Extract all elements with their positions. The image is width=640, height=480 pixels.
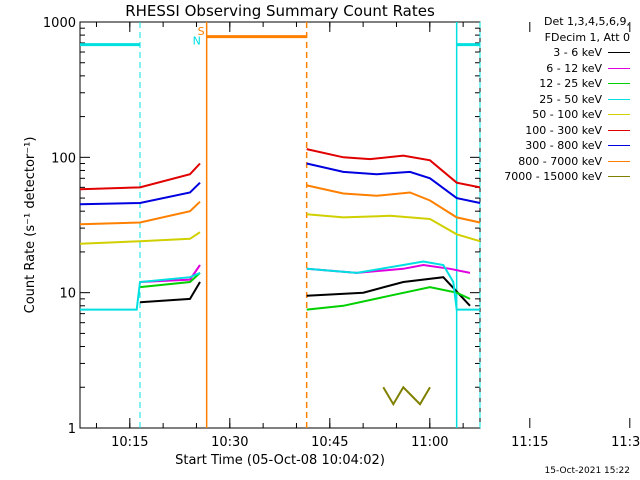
legend-label: 25 - 50 keV — [539, 92, 602, 106]
y-tick-label: 1 — [68, 422, 76, 437]
legend-swatch — [608, 67, 630, 69]
footer-date: 15-Oct-2021 15:22 — [544, 466, 630, 476]
legend-label: 300 - 800 keV — [525, 139, 602, 152]
legend-entry: 7000 - 15000 keV — [504, 169, 630, 185]
legend-label: 50 - 100 keV — [532, 108, 602, 121]
series-line-2 — [139, 272, 201, 289]
y-tick-label: 10 — [59, 287, 76, 302]
series-line-6 — [79, 181, 201, 206]
legend-label: 800 - 7000 keV — [518, 154, 602, 168]
series-line-5 — [306, 148, 481, 189]
series-line-5 — [79, 162, 201, 191]
legend-entry: 3 - 6 keV — [504, 45, 630, 61]
legend-header-line-1: Det 1,3,4,5,6,9, — [543, 15, 630, 28]
series-line-3 — [306, 260, 480, 311]
y-axis-label: Count Rate (s⁻¹ detector⁻¹) — [23, 137, 38, 314]
annotation-n: N — [193, 35, 201, 48]
legend-swatch — [608, 114, 630, 116]
legend-entry: 50 - 100 keV — [504, 107, 630, 123]
legend-entry: 300 - 800 keV — [504, 138, 630, 154]
legend-entry: 100 - 300 keV — [504, 123, 630, 139]
series-line-4 — [79, 231, 201, 245]
legend-swatch — [608, 145, 630, 147]
x-tick-label: 11:30 — [611, 435, 640, 450]
series-line-4 — [306, 213, 481, 243]
legend-entry: 25 - 50 keV — [504, 92, 630, 108]
legend-swatch — [608, 129, 630, 131]
x-tick-label: 10:30 — [211, 435, 248, 450]
x-axis-label: Start Time (05-Oct-08 10:04:02) — [175, 453, 385, 468]
x-tick-label: 10:45 — [311, 435, 348, 450]
legend-swatch — [608, 52, 630, 54]
legend-label: 3 - 6 keV — [553, 46, 602, 59]
series-line-0 — [306, 276, 471, 307]
legend-label: 7000 - 15000 keV — [504, 170, 602, 183]
legend-swatch — [608, 98, 630, 100]
series-line-7 — [79, 200, 201, 226]
annotation-s: S — [198, 25, 205, 38]
legend-entry: 6 - 12 keV — [504, 61, 630, 77]
legend-label: 6 - 12 keV — [546, 61, 602, 75]
y-tick-label: 1000 — [43, 16, 76, 31]
series-line-0 — [139, 281, 201, 304]
series-line-2 — [306, 286, 471, 311]
legend-label: 100 - 300 keV — [525, 123, 602, 137]
chart-title: RHESSI Observing Summary Count Rates — [125, 2, 435, 20]
series-line-8 — [382, 385, 431, 407]
series-line-7 — [306, 184, 481, 224]
legend-swatch — [608, 83, 630, 85]
y-tick-label: 100 — [51, 151, 76, 166]
x-tick-label: 10:15 — [111, 435, 148, 450]
legend-entry: 12 - 25 keV — [504, 76, 630, 92]
series-line-6 — [306, 162, 481, 204]
x-tick-label: 11:15 — [511, 435, 548, 450]
chart-legend: Det 1,3,4,5,6,9, FDecim 1, Att 0 3 - 6 k… — [504, 14, 630, 185]
legend-swatch — [608, 160, 630, 162]
legend-entry: 800 - 7000 keV — [504, 154, 630, 170]
x-tick-label: 11:00 — [411, 435, 448, 450]
legend-header-line-2: FDecim 1, Att 0 — [544, 30, 630, 44]
series-line-3 — [80, 271, 201, 311]
legend-swatch — [608, 176, 630, 178]
legend-label: 12 - 25 keV — [539, 77, 602, 90]
